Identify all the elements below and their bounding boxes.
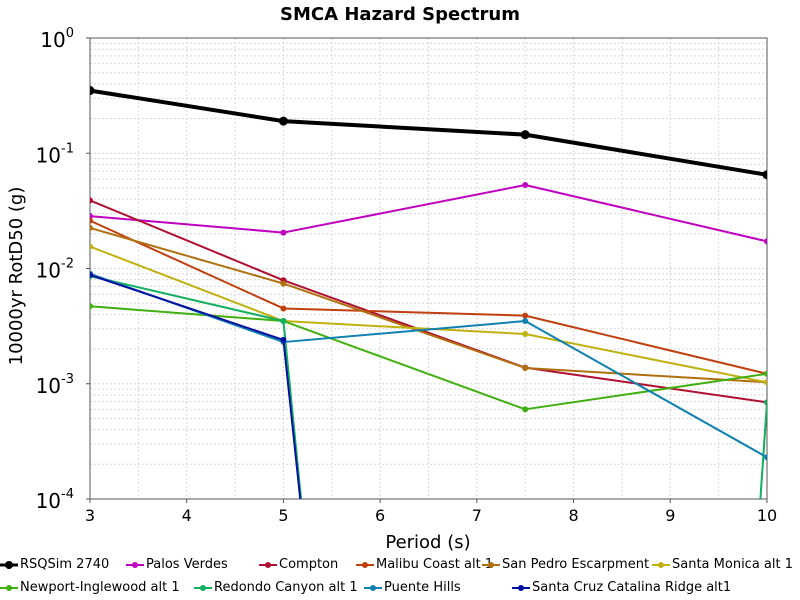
x-tick-label: 4 [182,506,192,525]
legend-swatch [356,562,374,568]
series-line-palos-verdes [90,184,767,243]
data-point-rsqsim-2740 [762,170,767,180]
data-point-rsqsim-2740 [90,86,95,96]
data-point-newport-inglewood-alt-1 [764,370,767,377]
data-point-santa-monica-alt-1 [764,379,767,386]
y-tick-label: 100 [40,26,74,52]
legend-swatch [512,585,530,591]
x-tick-label: 8 [568,506,578,525]
y-tick-exponent: 0 [66,26,74,41]
series-line-malibu-coast-alt-1 [90,219,767,375]
series-line-compton [90,199,767,404]
x-tick-label: 6 [375,506,385,525]
y-tick-base: 10 [40,28,65,52]
data-point-puente-hills [764,454,767,461]
data-point-malibu-coast-alt-1 [90,217,93,224]
x-tick-label: 10 [757,506,777,525]
legend-label: Palos Verdes [146,557,228,572]
data-point-redondo-canyon-alt-1 [280,318,287,325]
legend-label: Compton [279,557,339,572]
data-point-san-pedro-escarpment [90,224,93,231]
series-line-redondo-canyon-alt-1 [90,275,767,499]
data-point-santa-monica-alt-1 [90,243,93,250]
y-tick-exponent: -2 [61,257,74,272]
series-line-rsqsim-2740 [90,88,767,177]
y-axis-label: 10000yr RotD50 (g) [6,187,27,366]
y-tick-label: 10-4 [36,487,74,513]
x-axis-label: Period (s) [385,532,470,553]
legend-label: Newport-Inglewood alt 1 [20,580,180,595]
data-point-redondo-canyon-alt-1 [764,399,767,406]
legend-swatch [482,562,500,568]
data-point-rsqsim-2740 [278,116,288,126]
data-point-newport-inglewood-alt-1 [90,303,93,310]
data-point-santa-monica-alt-1 [522,331,529,338]
data-point-newport-inglewood-alt-1 [522,406,529,413]
data-point-santa-cruz-catalina-ridge-alt1 [90,271,93,278]
legend-swatch [652,562,670,568]
series-layer [90,86,767,499]
legend-swatch [0,561,18,569]
x-tick-label: 3 [85,506,95,525]
y-tick-base: 10 [36,489,61,513]
series-line-san-pedro-escarpment [90,226,767,384]
data-point-palos-verdes [90,213,93,220]
data-point-puente-hills [522,318,529,325]
x-tick-label: 5 [278,506,288,525]
data-point-malibu-coast-alt-1 [280,305,287,312]
legend-swatch [0,585,18,591]
data-point-san-pedro-escarpment [280,280,287,287]
legend-label: Santa Cruz Catalina Ridge alt1 [532,580,732,595]
legend-label: RSQSim 2740 [20,557,110,572]
legend-label: Redondo Canyon alt 1 [214,580,358,595]
data-point-malibu-coast-alt-1 [522,312,529,319]
data-point-palos-verdes [280,229,287,236]
grid [89,38,768,500]
y-tick-base: 10 [36,259,61,283]
data-point-santa-cruz-catalina-ridge-alt1 [280,336,287,343]
y-tick-base: 10 [36,143,61,167]
series-line-santa-monica-alt-1 [90,245,767,384]
x-tick-label: 7 [472,506,482,525]
legend-label: Puente Hills [384,580,461,595]
legend-swatch [194,585,212,591]
data-point-palos-verdes [522,182,529,189]
y-tick-base: 10 [36,374,61,398]
y-tick-exponent: -4 [61,487,74,502]
y-tick-label: 10-2 [36,257,74,283]
x-tick-label: 9 [665,506,675,525]
legend-label: San Pedro Escarpment [502,557,650,572]
y-tick-label: 10-3 [36,372,74,398]
legend-swatch [364,585,382,591]
data-point-san-pedro-escarpment [522,364,529,371]
chart-title: SMCA Hazard Spectrum [280,4,520,25]
data-point-compton [90,197,93,204]
legend-swatch [259,562,277,568]
chart: SMCA Hazard Spectrum 3 4 5 6 7 8 9 1010010-110-… [6,4,778,553]
data-point-rsqsim-2740 [520,130,530,140]
legend-swatch [126,562,144,568]
y-tick-exponent: -3 [61,372,74,387]
legend-label: Malibu Coast alt 1 [376,557,494,572]
data-point-palos-verdes [764,238,767,245]
legend-label: Santa Monica alt 1 [672,557,793,572]
series-line-newport-inglewood-alt-1 [90,305,767,411]
y-tick-label: 10-1 [36,141,74,167]
y-tick-exponent: -1 [61,141,74,156]
